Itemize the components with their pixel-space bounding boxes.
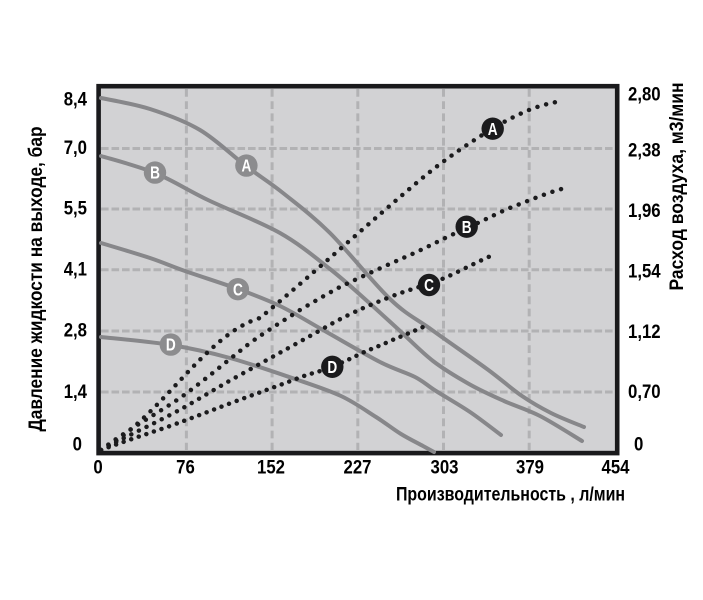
svg-text:76: 76 [176, 456, 195, 477]
svg-text:8,4: 8,4 [64, 88, 88, 109]
svg-text:C: C [233, 281, 243, 300]
svg-text:B: B [150, 164, 160, 183]
svg-text:A: A [241, 157, 251, 176]
svg-text:0,70: 0,70 [628, 381, 661, 402]
svg-text:454: 454 [602, 456, 631, 477]
svg-text:1,12: 1,12 [628, 321, 661, 342]
svg-text:7,0: 7,0 [64, 137, 87, 158]
svg-text:C: C [424, 277, 434, 296]
svg-text:Производительность , л/мин: Производительность , л/мин [396, 483, 625, 505]
svg-text:1,54: 1,54 [628, 260, 661, 281]
svg-text:2,80: 2,80 [628, 83, 661, 104]
svg-text:0: 0 [634, 433, 643, 454]
svg-text:152: 152 [257, 456, 285, 477]
svg-text:Давление жидкости на выходе, б: Давление жидкости на выходе, бар [25, 126, 46, 431]
svg-text:A: A [488, 120, 498, 139]
svg-text:2,8: 2,8 [64, 319, 87, 340]
svg-text:4,1: 4,1 [64, 258, 87, 279]
svg-text:379: 379 [516, 456, 544, 477]
svg-text:303: 303 [431, 456, 459, 477]
svg-text:227: 227 [344, 456, 372, 477]
svg-text:0: 0 [73, 433, 82, 454]
svg-text:5,5: 5,5 [64, 197, 87, 218]
svg-text:1,4: 1,4 [64, 381, 88, 402]
svg-text:2,38: 2,38 [628, 139, 661, 160]
svg-text:0: 0 [93, 456, 102, 477]
svg-text:1,96: 1,96 [628, 200, 661, 221]
svg-text:D: D [327, 358, 337, 377]
svg-text:Расход воздуха, м3/мин: Расход воздуха, м3/мин [665, 82, 687, 290]
svg-text:B: B [462, 218, 472, 237]
svg-text:D: D [166, 336, 176, 355]
